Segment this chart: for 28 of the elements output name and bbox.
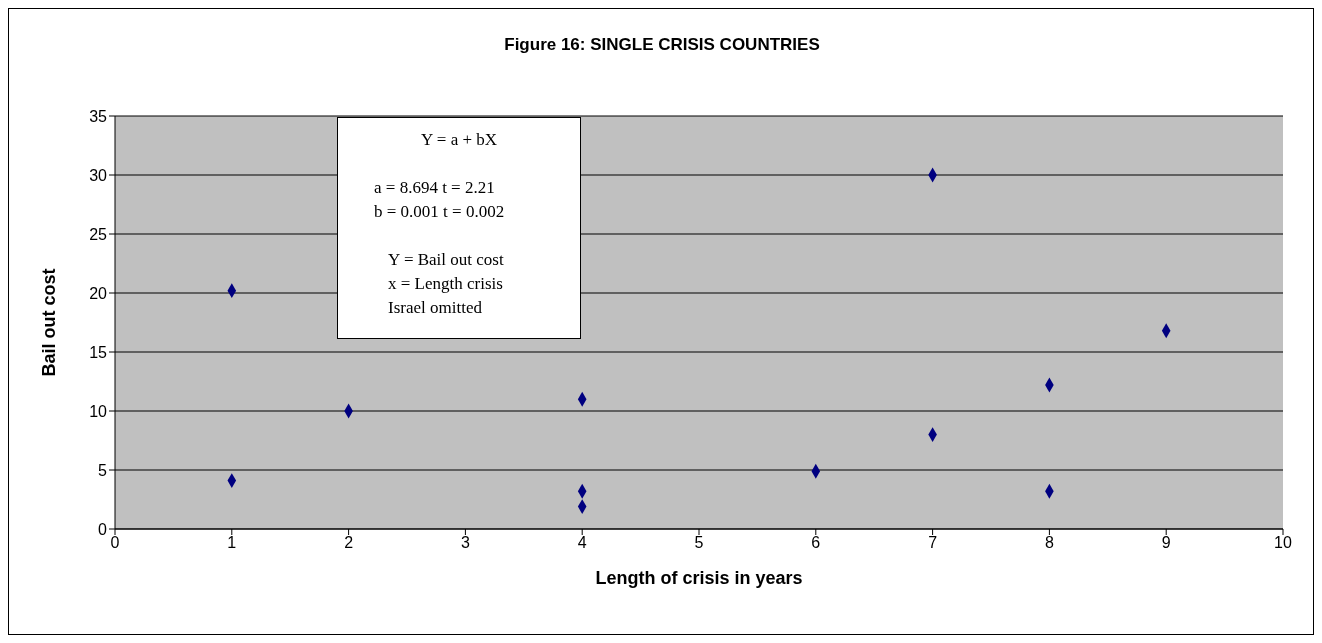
x-tick-label: 0 — [110, 534, 120, 552]
x-tick-label: 10 — [1274, 534, 1292, 552]
y-tick-label: 0 — [98, 520, 108, 538]
annotation: a = 8.694 t = 2.21 — [373, 177, 496, 199]
x-tick-label: 7 — [928, 534, 938, 552]
annotation: x = Length crisis — [387, 273, 504, 295]
x-tick-label: 9 — [1161, 534, 1171, 552]
x-axis-title: Length of crisis in years — [595, 568, 803, 588]
y-tick-label: 25 — [89, 225, 108, 243]
annotation: Y = Bail out cost — [387, 249, 505, 271]
x-tick-label: 2 — [344, 534, 354, 552]
y-tick-label: 5 — [98, 461, 108, 479]
x-tick-label: 6 — [811, 534, 821, 552]
y-tick-label: 15 — [89, 343, 108, 361]
chart-title: Figure 16: SINGLE CRISIS COUNTRIES — [503, 35, 821, 55]
x-tick-label: 4 — [577, 534, 587, 552]
y-tick-label: 20 — [89, 284, 108, 302]
x-tick-label: 3 — [460, 534, 470, 552]
x-tick-label: 5 — [694, 534, 704, 552]
y-tick-label: 35 — [89, 107, 108, 125]
y-axis-title: Bail out cost — [39, 268, 60, 377]
annotation: Y = a + bX — [419, 129, 499, 151]
x-tick-label: 1 — [227, 534, 237, 552]
y-tick-label: 10 — [89, 402, 108, 420]
annotation: Israel omitted — [387, 297, 483, 319]
y-tick-label: 30 — [89, 166, 108, 184]
x-tick-label: 8 — [1044, 534, 1054, 552]
annotation: b = 0.001 t = 0.002 — [373, 201, 506, 223]
